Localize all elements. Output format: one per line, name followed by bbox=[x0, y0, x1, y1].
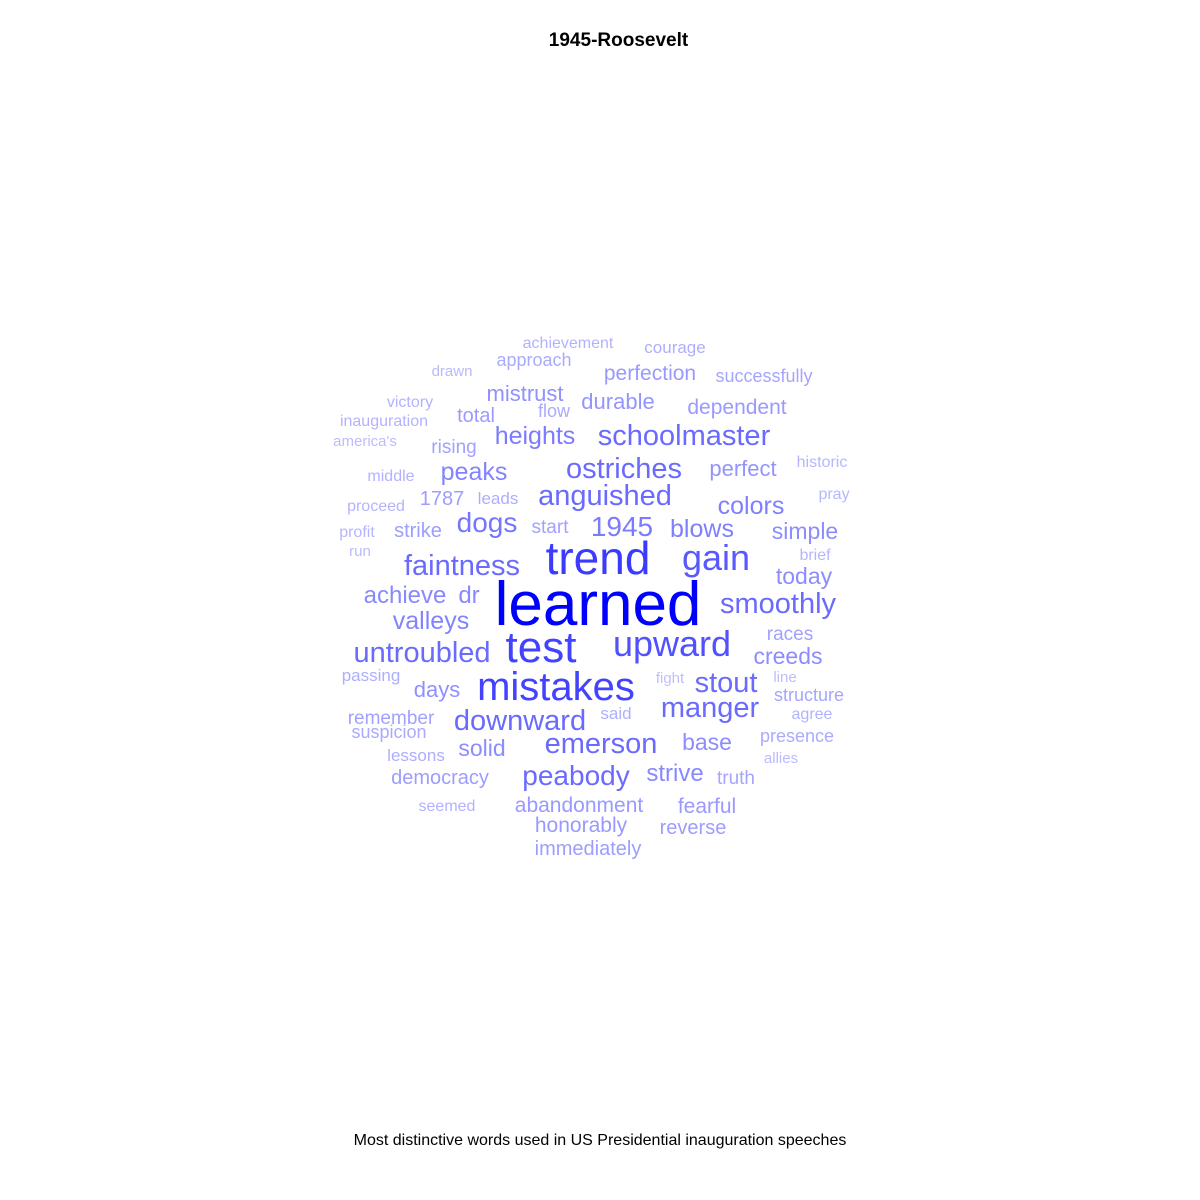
word-mistakes: mistakes bbox=[477, 665, 635, 709]
word-strike: strike bbox=[394, 520, 442, 542]
word-simple: simple bbox=[772, 518, 838, 544]
word-truth: truth bbox=[717, 768, 755, 789]
word-passing: passing bbox=[342, 666, 401, 685]
word-strive: strive bbox=[646, 760, 703, 787]
word-successfully: successfully bbox=[715, 366, 812, 386]
word-profit: profit bbox=[339, 524, 375, 541]
word-said: said bbox=[600, 704, 631, 723]
chart-title: 1945-Roosevelt bbox=[548, 30, 689, 51]
word-peaks: peaks bbox=[441, 458, 508, 486]
word-rising: rising bbox=[431, 437, 476, 458]
word-flow: flow bbox=[538, 401, 571, 421]
word-democracy: democracy bbox=[391, 767, 489, 789]
word-test: test bbox=[506, 623, 577, 672]
word-races: races bbox=[767, 624, 813, 645]
word-gain: gain bbox=[682, 537, 750, 578]
word-manger: manger bbox=[661, 692, 760, 724]
word-fight: fight bbox=[656, 670, 685, 687]
word-drawn: drawn bbox=[432, 363, 473, 380]
word-total: total bbox=[457, 405, 495, 427]
word-victory: victory bbox=[387, 394, 433, 411]
word-mistrust: mistrust bbox=[487, 381, 564, 406]
word-untroubled: untroubled bbox=[353, 637, 490, 669]
word-achieve: achieve bbox=[364, 582, 447, 609]
word-suspicion: suspicion bbox=[351, 722, 426, 742]
word-start: start bbox=[532, 517, 570, 538]
word-faintness: faintness bbox=[404, 550, 520, 582]
word-abandonment: abandonment bbox=[515, 794, 644, 817]
word-today: today bbox=[776, 563, 833, 589]
word-perfect: perfect bbox=[709, 456, 776, 481]
word-courage: courage bbox=[644, 338, 705, 357]
word-structure: structure bbox=[774, 685, 844, 705]
word-proceed: proceed bbox=[347, 498, 405, 515]
word-heights: heights bbox=[495, 422, 576, 450]
word-agree: agree bbox=[792, 706, 833, 723]
word-emerson: emerson bbox=[545, 728, 658, 760]
word-days: days bbox=[414, 677, 460, 702]
word-schoolmaster: schoolmaster bbox=[598, 420, 771, 452]
word-seemed: seemed bbox=[419, 798, 476, 815]
word-1945: 1945 bbox=[591, 511, 653, 542]
word-colors: colors bbox=[718, 492, 785, 520]
word-run: run bbox=[349, 543, 371, 560]
word-america-s: america's bbox=[333, 433, 397, 450]
word-trend: trend bbox=[546, 532, 651, 584]
word-honorably: honorably bbox=[535, 814, 628, 837]
word-learned: learned bbox=[495, 570, 702, 639]
word-dogs: dogs bbox=[457, 507, 518, 538]
word-brief: brief bbox=[799, 547, 831, 564]
word-stout: stout bbox=[695, 667, 758, 699]
word-remember: remember bbox=[348, 708, 435, 729]
word-immediately: immediately bbox=[535, 838, 642, 860]
word-presence: presence bbox=[760, 726, 834, 746]
word-durable: durable bbox=[581, 389, 654, 414]
word-approach: approach bbox=[496, 350, 571, 370]
word-dr: dr bbox=[458, 582, 479, 609]
word-creeds: creeds bbox=[753, 643, 822, 669]
word-peabody: peabody bbox=[522, 760, 629, 791]
word-pray: pray bbox=[818, 486, 849, 503]
word-allies: allies bbox=[764, 750, 798, 767]
word-1787: 1787 bbox=[420, 488, 465, 510]
word-fearful: fearful bbox=[678, 795, 736, 818]
word-leads: leads bbox=[478, 489, 519, 508]
word-anguished: anguished bbox=[538, 480, 672, 512]
chart-caption: Most distinctive words used in US Presid… bbox=[353, 1132, 847, 1149]
word-upward: upward bbox=[613, 623, 731, 664]
word-downward: downward bbox=[454, 705, 586, 737]
word-smoothly: smoothly bbox=[720, 588, 837, 620]
word-base: base bbox=[682, 729, 732, 755]
word-dependent: dependent bbox=[687, 396, 786, 419]
word-blows: blows bbox=[670, 515, 734, 543]
word-line: line bbox=[773, 669, 796, 686]
word-lessons: lessons bbox=[387, 746, 445, 765]
word-reverse: reverse bbox=[660, 817, 727, 839]
word-achievement: achievement bbox=[523, 335, 614, 352]
word-ostriches: ostriches bbox=[566, 453, 682, 485]
word-inauguration: inauguration bbox=[340, 413, 428, 430]
word-middle: middle bbox=[367, 468, 414, 485]
word-valleys: valleys bbox=[393, 607, 469, 635]
word-historic: historic bbox=[797, 454, 848, 471]
word-perfection: perfection bbox=[604, 362, 696, 385]
word-solid: solid bbox=[458, 735, 505, 761]
